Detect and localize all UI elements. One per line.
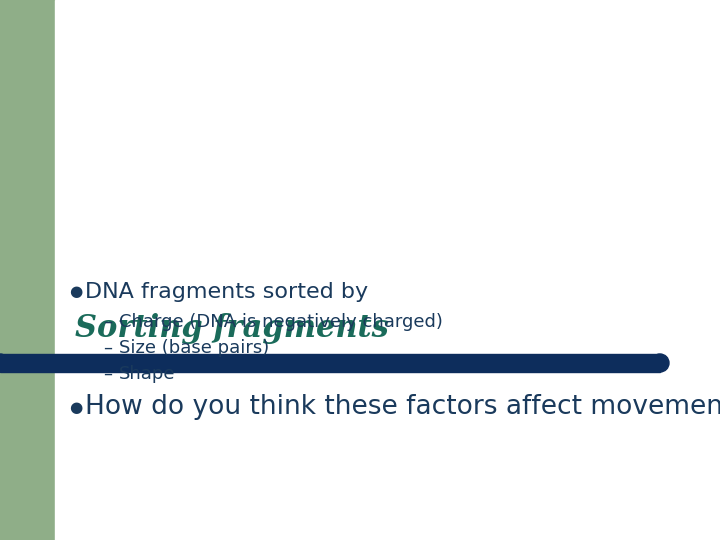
Text: How do you think these factors affect movement?: How do you think these factors affect mo…: [85, 394, 720, 420]
Bar: [0, 0, 55, 540]
Text: ●: ●: [69, 400, 82, 415]
Text: –: –: [103, 313, 112, 331]
Ellipse shape: [651, 354, 669, 372]
Text: ●: ●: [69, 285, 82, 300]
Text: –: –: [103, 339, 112, 357]
FancyBboxPatch shape: [55, 0, 720, 540]
Text: Size (base pairs): Size (base pairs): [119, 339, 269, 357]
Ellipse shape: [0, 354, 9, 372]
Text: DNA fragments sorted by: DNA fragments sorted by: [85, 282, 368, 302]
Bar: [0, 0, 250, 130]
Text: Sorting fragments: Sorting fragments: [75, 313, 389, 344]
Text: Shape: Shape: [119, 365, 176, 383]
Text: –: –: [103, 365, 112, 383]
Bar: [0, 354, 660, 372]
Text: Charge (DNA is negatively charged): Charge (DNA is negatively charged): [119, 313, 443, 331]
